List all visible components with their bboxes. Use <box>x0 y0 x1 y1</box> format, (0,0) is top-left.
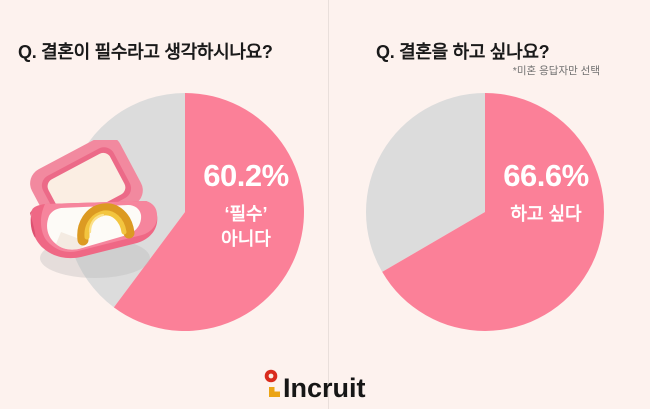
svg-text:Incruit: Incruit <box>283 373 366 403</box>
